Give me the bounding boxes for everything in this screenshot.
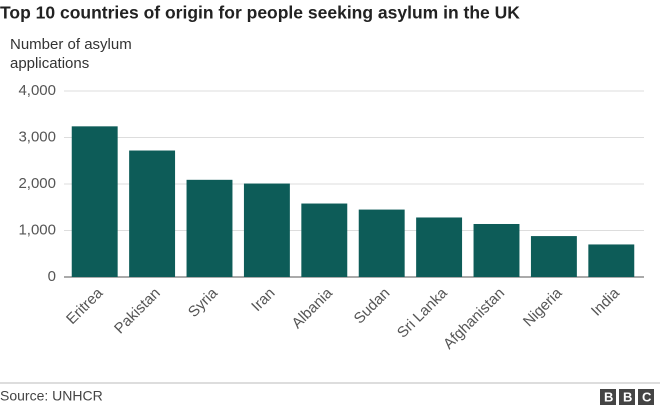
chart-title: Top 10 countries of origin for people se…: [0, 3, 520, 23]
bar: [243, 183, 290, 277]
y-tick-label: 4,000: [18, 82, 56, 99]
x-tick-label: Albania: [289, 284, 337, 332]
x-tick-label: Eritrea: [63, 284, 107, 328]
y-tick-label: 3,000: [18, 128, 56, 145]
source: Source: UNHCR: [0, 388, 103, 404]
x-tick-label: Pakistan: [111, 285, 164, 338]
logo: BBC: [604, 389, 660, 404]
x-tick-label: Sudan: [351, 285, 394, 328]
bar: [416, 217, 463, 277]
bar: [588, 244, 635, 277]
x-tick-label: Afghanistan: [440, 285, 508, 353]
bar: [530, 236, 577, 277]
x-tick-label: Sri Lanka: [394, 284, 451, 341]
bar: [358, 209, 405, 277]
logo-box: [619, 389, 635, 405]
y-axis-label: Number of asylum applications: [10, 36, 132, 72]
logo-box: [638, 389, 654, 405]
y-tick-label: 1,000: [18, 221, 56, 238]
logo-box: [600, 389, 616, 405]
bar: [186, 179, 233, 277]
bar: [473, 223, 520, 277]
bar: [71, 126, 118, 277]
x-tick-label: Iran: [248, 285, 278, 315]
x-tick-label: Syria: [185, 284, 222, 321]
x-tick-label: India: [588, 284, 623, 319]
y-tick-label: 2,000: [18, 175, 56, 192]
y-tick-label: 0: [48, 268, 56, 285]
bar: [301, 203, 348, 277]
bar: [129, 150, 176, 277]
x-tick-label: Nigeria: [520, 284, 566, 330]
